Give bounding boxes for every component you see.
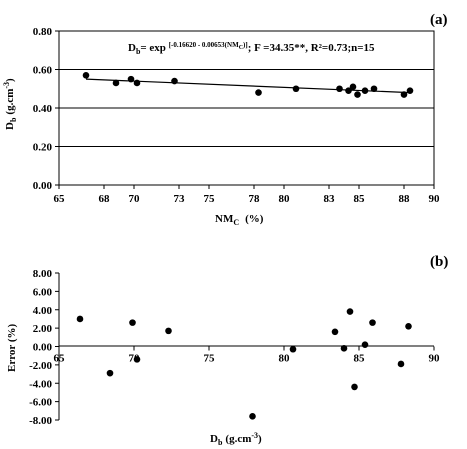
panel-b: (b) 8.00 6.00 4.00 2.00 0.00 -2.00 -4.00 -6.00 -…	[6, 254, 448, 447]
panel-a-x-tick-label: 70	[129, 193, 141, 205]
panel-b-x-tick-label: 75	[204, 353, 216, 365]
panel-a-data-point	[292, 85, 300, 93]
equation-lhs-sub: b	[136, 47, 141, 56]
panel-a-data-point	[354, 91, 361, 98]
panel-a-fit-line	[85, 78, 411, 94]
panel-b-data-point	[340, 345, 348, 352]
panel-a-x-tick-label: 65	[54, 193, 66, 205]
panel-b-data-point	[361, 341, 369, 348]
panel-a-data-point	[112, 79, 120, 87]
panel-b-data-point	[369, 319, 376, 326]
panel-a-x-tick-label: 73	[174, 193, 186, 205]
panel-a-y-axis-label: Db(g.cm-3)	[2, 78, 18, 130]
equation-lhs: D	[128, 42, 136, 54]
panel-a-x-tick-label: 75	[204, 193, 216, 205]
panel-a-data-point	[127, 75, 135, 83]
panel-a-x-axis-label: NMC (%)	[215, 213, 264, 227]
panel-b-data-point	[133, 356, 141, 363]
panel-b-y-tick-label: 6.00	[33, 286, 53, 298]
panel-b-x-axis-label: Db (g.cm-3)	[210, 431, 262, 447]
panel-a-data-point	[349, 83, 357, 91]
panel-a-points	[82, 71, 414, 98]
panel-a-y-tick-label: 0.60	[33, 65, 53, 77]
panel-a-y-tick-label: 0.80	[33, 26, 53, 38]
panel-a-gridlines	[59, 68, 434, 148]
panel-b-x-tick-label: 80	[279, 353, 291, 365]
panel-a-data-point	[171, 77, 178, 85]
panel-a-label: (a)	[430, 12, 448, 28]
panel-b-x-ticks: 657075808590	[54, 346, 441, 365]
panel-a-x-tick-label: 80	[279, 193, 291, 205]
panel-b-y-axis-label: Error (%)	[6, 324, 18, 372]
panel-b-y-tick-label: 4.00	[33, 305, 53, 317]
panel-a-data-point	[336, 85, 343, 93]
panel-b-data-point	[249, 413, 256, 420]
panel-a-y-tick-label: 0.40	[33, 103, 53, 115]
panel-b-y-tick-label: -4.00	[29, 378, 52, 390]
panel-a-data-point	[133, 79, 141, 87]
panel-b-points	[76, 308, 412, 420]
panel-a-x-tick-label: 85	[354, 193, 366, 205]
panel-a-equation: Db= exp [-0.16620 - 0.00653(NMC)]; F =34…	[128, 41, 375, 56]
panel-b-y-tick-label: -2.00	[29, 360, 52, 372]
panel-a-x-ticks: 65 68 70 73 75 78 80 83 85 88 90	[54, 185, 441, 205]
equation-eq: = exp	[140, 42, 168, 54]
panel-a-data-point	[255, 89, 262, 96]
panel-b-data-point	[76, 315, 84, 323]
panel-b-data-point	[129, 319, 136, 326]
panel-b-data-point	[351, 383, 358, 391]
panel-a-y-ticks: 0.00 0.20 0.40 0.60 0.80	[33, 26, 59, 192]
panel-b-y-ticks: 8.00 6.00 4.00 2.00 0.00 -2.00 -4.00 -6.00 -8.00	[29, 268, 59, 427]
panel-b-x-tick-label: 85	[354, 353, 366, 365]
panel-b-y-tick-label: 2.00	[33, 323, 53, 335]
equation-exponent-close: )]	[243, 41, 248, 49]
panel-b-data-point	[397, 360, 405, 368]
panel-a-x-tick-label: 90	[429, 193, 441, 205]
panel-b-x-tick-label: 90	[429, 353, 441, 365]
equation-exponent: [-0.16620 - 0.00653(NM	[169, 41, 239, 49]
panel-a-x-tick-label: 83	[324, 193, 336, 205]
panel-b-y-tick-label: 0.00	[33, 342, 53, 354]
panel-b-data-point	[165, 327, 172, 335]
equation-exponent-sub: C	[239, 45, 243, 51]
panel-b-data-point	[106, 369, 114, 377]
panel-a-data-point	[361, 87, 369, 94]
panel-b-y-tick-label: -8.00	[29, 415, 52, 427]
panel-a: (a) 0.00 0.20 0.40 0.60 0.80 65 68 70 73 75 78 80 8…	[2, 12, 448, 227]
panel-a-data-point	[82, 71, 90, 79]
equation-stats: ; F =34.35**, R²=0.73;n=15	[248, 42, 375, 54]
panel-b-x-tick-label: 65	[54, 353, 66, 365]
panel-b-label: (b)	[430, 254, 448, 270]
panel-b-data-point	[289, 345, 297, 353]
panel-a-data-point	[370, 85, 378, 93]
panel-b-y-tick-label: 8.00	[33, 268, 53, 280]
panel-a-data-point	[400, 91, 408, 98]
panel-a-x-tick-label: 88	[399, 193, 411, 205]
panel-b-y-tick-label: -6.00	[29, 397, 52, 409]
panel-b-data-point	[405, 322, 412, 330]
panel-b-data-point	[346, 308, 354, 315]
panel-a-y-tick-label: 0.00	[33, 180, 53, 192]
panel-a-data-point	[406, 87, 414, 94]
panel-a-x-tick-label: 68	[99, 193, 111, 205]
panel-a-data-point	[345, 87, 352, 94]
panel-a-y-tick-label: 0.20	[33, 142, 53, 154]
panel-b-data-point	[331, 328, 339, 336]
panel-a-x-tick-label: 78	[249, 193, 261, 205]
